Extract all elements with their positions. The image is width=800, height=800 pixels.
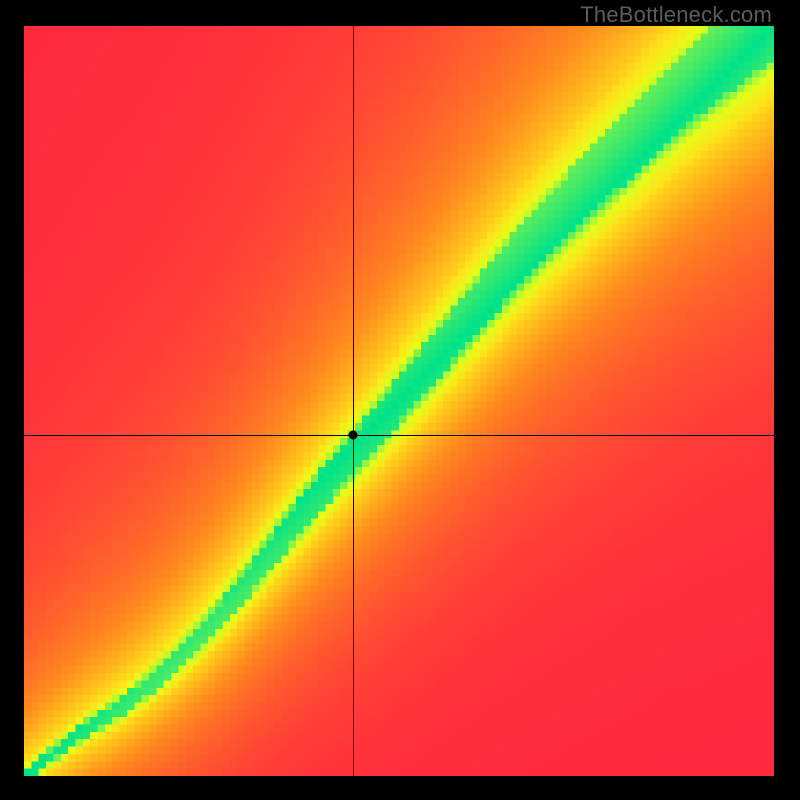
crosshair-horizontal: [24, 435, 774, 436]
heatmap-canvas: [24, 26, 774, 776]
bottleneck-heatmap: [24, 26, 774, 776]
crosshair-marker: [348, 430, 357, 439]
watermark-text: TheBottleneck.com: [580, 2, 772, 28]
crosshair-vertical: [353, 26, 354, 776]
